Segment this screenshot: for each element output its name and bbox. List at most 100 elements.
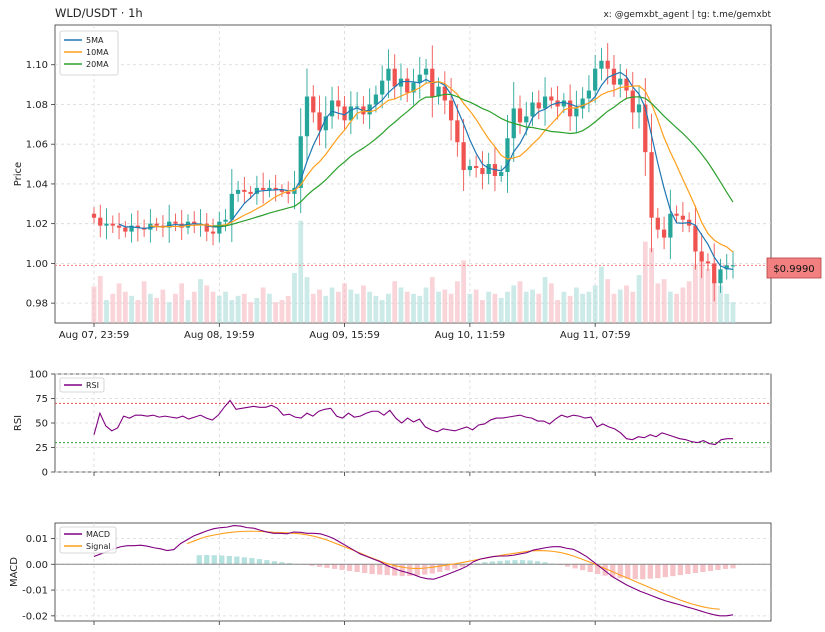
volume-bar <box>605 279 611 323</box>
volume-bar <box>310 293 316 323</box>
volume-bar <box>548 283 554 323</box>
candle-body <box>505 138 510 173</box>
volume-bar <box>517 281 523 323</box>
macd-histogram-bar <box>700 564 706 572</box>
candle-body <box>467 166 473 171</box>
macd-histogram-bar <box>346 564 353 571</box>
macd-histogram-bar <box>279 562 285 565</box>
macd-histogram-bar <box>204 554 210 565</box>
candle-body <box>680 215 686 220</box>
volume-bar <box>674 293 679 323</box>
signal-line <box>186 530 720 610</box>
volume-bar <box>661 279 667 323</box>
rsi-y-tick-label: 25 <box>35 443 48 454</box>
candle-body <box>329 100 335 117</box>
volume-bar <box>599 266 604 323</box>
macd-histogram-bar <box>422 564 428 575</box>
candle-body <box>267 187 272 190</box>
volume-bar <box>179 283 185 323</box>
volume-bar <box>442 289 448 323</box>
candle-body <box>248 191 253 194</box>
macd-histogram-bar <box>617 564 623 579</box>
macd-line <box>93 525 734 617</box>
volume-bar <box>204 285 210 323</box>
macd-y-ticks: -0.02 -0.01 0.00 0.01 <box>22 534 55 622</box>
price-panel-frame <box>54 24 772 324</box>
credit-text: x: @gemxbt_agent | tg: t.me/gemxbt <box>603 10 771 20</box>
macd-histogram-bar <box>504 560 511 565</box>
last-price-tag: $0.9990 <box>766 257 822 279</box>
macd-histogram-bar <box>384 564 390 576</box>
candle-body <box>367 104 372 115</box>
volume-bar <box>148 293 153 323</box>
candle-body <box>536 102 541 109</box>
legend-label-10ma: 10MA <box>86 48 109 57</box>
macd-histogram-bar <box>241 557 247 565</box>
candle-body <box>135 225 140 228</box>
candle-body <box>586 90 592 99</box>
volume-bar <box>210 291 216 323</box>
macd-histogram-bar <box>707 564 714 571</box>
macd-histogram-bar <box>369 564 375 575</box>
rsi-ylabel: RSI <box>13 415 24 431</box>
candle-body <box>693 225 698 252</box>
candle-body <box>674 213 679 216</box>
macd-histogram-bar <box>339 564 345 570</box>
volume-bar <box>348 289 354 323</box>
price-panel: 0.98 1.00 1.02 1.04 1.06 1.08 1.10 Aug 07, 23:… <box>13 24 822 341</box>
volume-bar <box>279 300 285 323</box>
price-y-tick-label: 0.98 <box>26 299 48 310</box>
candle-body <box>173 221 178 224</box>
macd-histogram-bar <box>610 564 616 578</box>
candle-body <box>712 263 717 284</box>
candle-body <box>455 120 460 143</box>
candle-body <box>123 227 128 232</box>
volume-bar <box>361 285 366 323</box>
volume-bar <box>122 291 128 323</box>
macd-histogram-bar <box>595 564 601 575</box>
volume-bar <box>574 287 579 323</box>
macd-histogram-bar <box>437 564 443 572</box>
macd-histogram-bar <box>534 561 541 565</box>
candle-body <box>304 96 310 137</box>
candle-body <box>655 217 660 230</box>
candle-body <box>311 96 316 113</box>
volume-bar <box>461 260 466 323</box>
macd-histogram-bar <box>459 564 465 567</box>
price-y-tick-label: 1.02 <box>26 219 48 230</box>
volume-bar <box>185 300 191 323</box>
volume-bar <box>248 302 253 323</box>
volume-bar <box>655 283 661 323</box>
macd-histogram-bar <box>414 564 420 576</box>
volume-bar <box>480 300 485 323</box>
chart-title: WLD/USDT · 1h <box>55 6 143 20</box>
volume-bar <box>298 220 304 323</box>
macd-ylabel: MACD <box>9 557 20 587</box>
price-y-ticks: 0.98 1.00 1.02 1.04 1.06 1.08 1.10 <box>26 60 55 310</box>
macd-legend: MACD Signal <box>59 526 117 554</box>
macd-histogram-bar <box>482 562 488 565</box>
volume-bar <box>536 293 542 323</box>
legend-label-20ma: 20MA <box>86 60 109 69</box>
volume-bar <box>580 293 586 323</box>
candle-body <box>448 100 454 121</box>
macd-histogram-bar <box>354 564 360 572</box>
candle-body <box>204 223 209 232</box>
candle-body <box>599 60 604 69</box>
volume-bar <box>386 293 391 323</box>
rsi-y-tick-label: 50 <box>35 419 48 430</box>
macd-histogram-bar <box>324 564 330 568</box>
ma10-line <box>150 81 734 253</box>
macd-histogram-bar <box>271 561 278 565</box>
candle-body <box>91 213 97 218</box>
volume-bar <box>235 295 241 323</box>
candle-body <box>718 269 723 284</box>
volume-bar <box>730 302 736 323</box>
volume-bar <box>273 302 279 323</box>
candle-body <box>210 231 216 234</box>
macd-histogram-bar <box>572 564 578 569</box>
price-y-tick-label: 1.10 <box>26 60 48 71</box>
candle-body <box>342 106 347 121</box>
rsi-legend: RSI <box>59 377 105 393</box>
